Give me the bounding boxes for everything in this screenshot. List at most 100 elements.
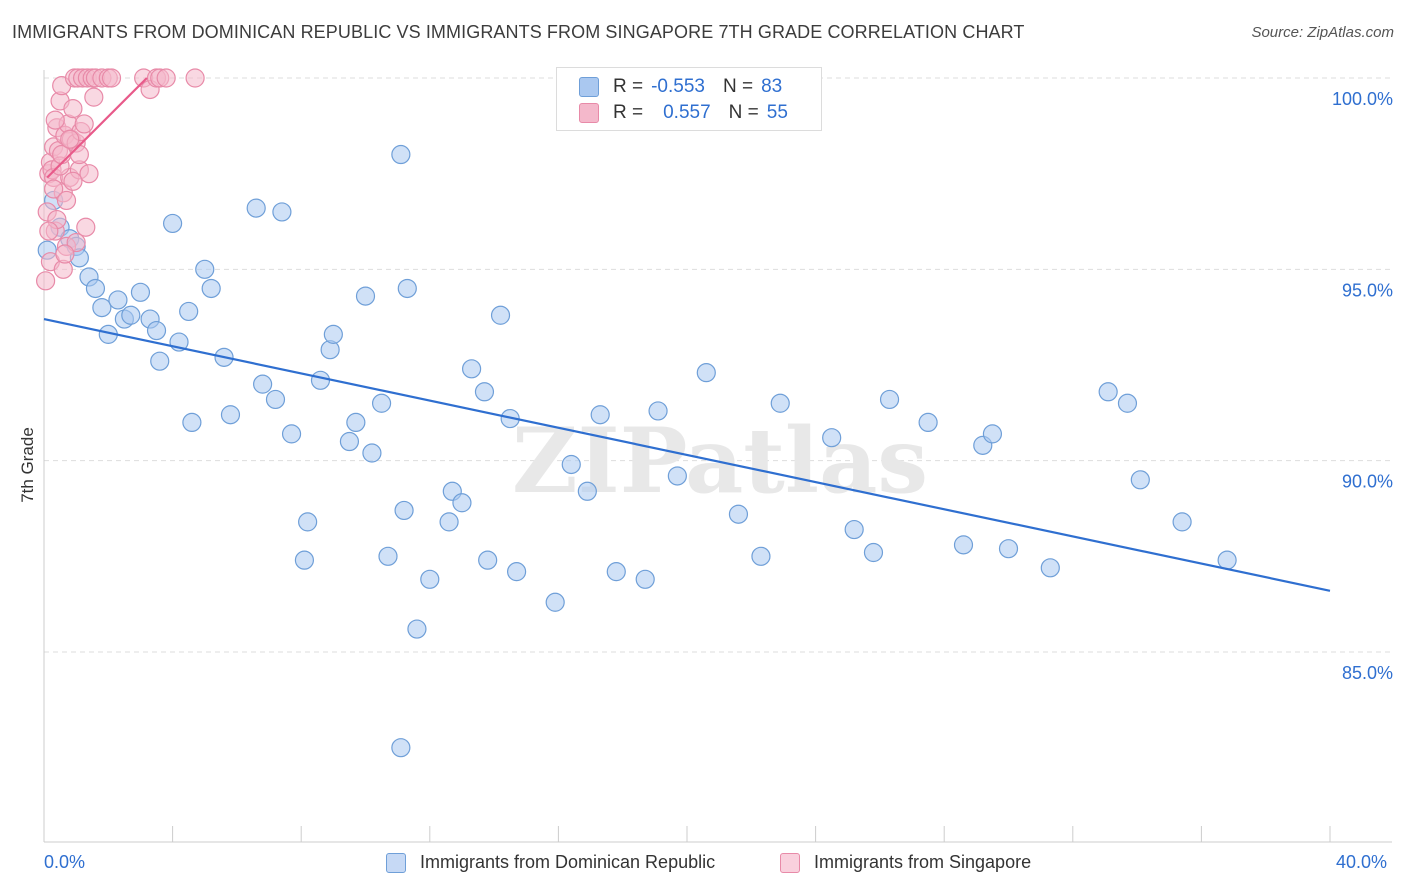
singapore-point xyxy=(45,110,65,130)
dominican-point xyxy=(182,412,202,432)
dominican-point xyxy=(696,363,716,383)
dominican-point xyxy=(1117,393,1138,413)
legend-n-label: N = xyxy=(728,102,759,123)
singapore-point xyxy=(66,232,86,253)
legend-n-label: N = xyxy=(722,76,754,97)
dominican-point xyxy=(391,144,411,165)
y-tick-label: 90.0% xyxy=(1342,472,1393,492)
singapore-point xyxy=(84,87,104,107)
singapore-trend-line xyxy=(46,77,148,179)
legend-r-value: 0.557 xyxy=(663,102,711,123)
dominican-point xyxy=(461,359,482,379)
legend-r-label: R = xyxy=(613,102,644,123)
dominican-point xyxy=(310,370,331,390)
dominican-point xyxy=(121,305,141,325)
legend-n-value: 55 xyxy=(766,102,788,123)
dominican-point xyxy=(339,431,360,452)
dominican-point xyxy=(298,512,318,532)
singapore-point xyxy=(36,271,56,291)
dominican-point xyxy=(439,512,459,532)
dominican-point xyxy=(378,546,398,566)
series-legend: Immigrants from Dominican Republic Immig… xyxy=(0,852,1406,876)
dominican-point xyxy=(918,412,938,432)
dominican-point xyxy=(355,286,376,306)
dominican-point xyxy=(545,592,565,612)
legend-item-label: Immigrants from Dominican Republic xyxy=(420,852,716,872)
dominican-point xyxy=(1040,558,1060,578)
dominican-point xyxy=(1172,512,1192,532)
dominican-point xyxy=(397,278,417,299)
legend-item-singapore[interactable]: Immigrants from Singapore xyxy=(780,852,1031,873)
singapore-point xyxy=(185,68,205,88)
legend-row-dominican: R = -0.553 N = 83 xyxy=(579,75,782,99)
dominican-point xyxy=(452,493,472,513)
dominican-point xyxy=(150,351,170,371)
dominican-point xyxy=(92,298,112,318)
y-tick-label: 95.0% xyxy=(1342,280,1393,300)
dominican-point xyxy=(474,382,495,402)
singapore-point xyxy=(44,179,64,199)
dominican-point xyxy=(635,569,655,589)
dominican-point xyxy=(108,290,128,310)
singapore-point xyxy=(76,217,96,237)
dominican-point xyxy=(1217,550,1237,570)
dominican-point xyxy=(281,424,302,444)
dominican-point xyxy=(346,412,366,432)
correlation-legend: R = -0.553 N = 83 R = 0.557 N = 55 xyxy=(556,67,822,131)
dominican-point xyxy=(770,393,790,413)
y-tick-label: 85.0% xyxy=(1342,663,1393,683)
dominican-point xyxy=(648,401,668,421)
singapore-point xyxy=(56,190,77,211)
singapore-point xyxy=(74,114,94,134)
dominican-point xyxy=(590,405,610,425)
dominican-point xyxy=(606,562,626,582)
dominican-point xyxy=(323,324,343,344)
legend-row-singapore: R = 0.557 N = 55 xyxy=(579,101,788,125)
blue-swatch xyxy=(579,77,599,97)
dominican-point xyxy=(507,562,527,582)
dominican-point xyxy=(265,389,286,410)
dominican-point xyxy=(1130,470,1150,490)
dominican-point xyxy=(998,539,1019,559)
dominican-point xyxy=(953,535,974,555)
dominican-point xyxy=(272,202,292,222)
chart-title: IMMIGRANTS FROM DOMINICAN REPUBLIC VS IM… xyxy=(12,22,1025,42)
dominican-point xyxy=(362,443,382,463)
singapore-point xyxy=(156,68,176,88)
dominican-point xyxy=(407,619,427,639)
legend-n-value: 83 xyxy=(761,76,783,97)
singapore-point xyxy=(101,68,122,88)
singapore-point xyxy=(55,244,75,264)
legend-r-value: -0.553 xyxy=(651,76,705,97)
dominican-point xyxy=(863,542,884,563)
dominican-point xyxy=(391,738,411,758)
dominican-point xyxy=(728,504,749,524)
dominican-point xyxy=(1098,382,1118,402)
dominican-point xyxy=(667,466,687,486)
singapore-point xyxy=(63,171,83,191)
dominican-point xyxy=(179,301,199,322)
source-label: Source: ZipAtlas.com xyxy=(1251,24,1394,41)
singapore-point xyxy=(39,221,59,241)
y-tick-label: 100.0% xyxy=(1332,89,1393,109)
dominican-point xyxy=(822,428,842,448)
dominican-point xyxy=(844,519,864,540)
dominican-point xyxy=(879,389,900,410)
dominican-point xyxy=(490,305,511,325)
singapore-point xyxy=(79,164,99,184)
dominican-point xyxy=(146,320,167,341)
dominican-point xyxy=(294,550,315,570)
dominican-point xyxy=(982,424,1003,444)
dominican-point xyxy=(201,278,221,299)
dominican-point xyxy=(561,454,581,475)
dominican-point xyxy=(220,405,241,425)
legend-item-dominican[interactable]: Immigrants from Dominican Republic xyxy=(386,852,715,873)
dominican-point xyxy=(246,198,266,218)
dominican-point xyxy=(253,374,273,394)
legend-item-label: Immigrants from Singapore xyxy=(814,852,1032,872)
pink-swatch xyxy=(780,852,800,873)
x-tick-label-max: 40.0% xyxy=(1336,852,1388,872)
dominican-point xyxy=(478,550,498,570)
dominican-point xyxy=(163,213,183,234)
